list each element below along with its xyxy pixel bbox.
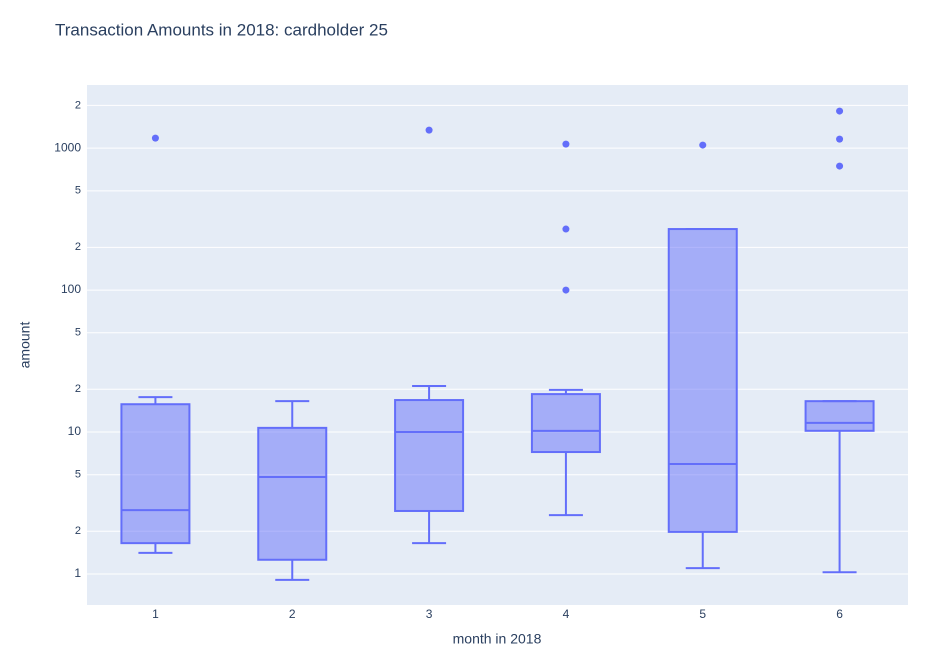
x-tick-label: 4 <box>563 607 570 621</box>
y-tick-label: 5 <box>75 185 81 197</box>
plot-area <box>87 85 908 605</box>
outlier <box>562 286 570 294</box>
box <box>394 399 465 512</box>
box <box>667 228 738 533</box>
outlier <box>151 134 159 142</box>
x-tick-label: 1 <box>152 607 159 621</box>
outlier <box>562 140 570 148</box>
x-tick-label: 6 <box>836 607 843 621</box>
y-tick-label: 10 <box>68 424 82 438</box>
outlier <box>425 126 433 134</box>
outlier <box>562 225 570 233</box>
y-axis-title: amount <box>17 322 33 369</box>
y-tick-label: 5 <box>75 327 81 339</box>
y-tick-label: 2 <box>75 383 81 395</box>
x-tick-label: 3 <box>426 607 433 621</box>
x-axis-title: month in 2018 <box>453 631 542 647</box>
y-tick-label: 100 <box>61 282 81 296</box>
chart-title: Transaction Amounts in 2018: cardholder … <box>55 20 388 39</box>
box <box>257 426 328 561</box>
outlier <box>836 162 844 170</box>
x-tick-label: 5 <box>699 607 706 621</box>
outlier <box>699 141 707 149</box>
y-tick-label: 2 <box>75 99 81 111</box>
y-tick-label: 5 <box>75 469 81 481</box>
y-tick-label: 2 <box>75 241 81 253</box>
x-tick-label: 2 <box>289 607 296 621</box>
y-tick-label: 1000 <box>54 140 81 154</box>
y-tick-label: 1 <box>74 566 81 580</box>
box <box>120 403 191 545</box>
outlier <box>836 107 844 115</box>
y-tick-label: 2 <box>75 525 81 537</box>
box <box>804 400 875 432</box>
box <box>530 393 601 454</box>
outlier <box>836 135 844 143</box>
